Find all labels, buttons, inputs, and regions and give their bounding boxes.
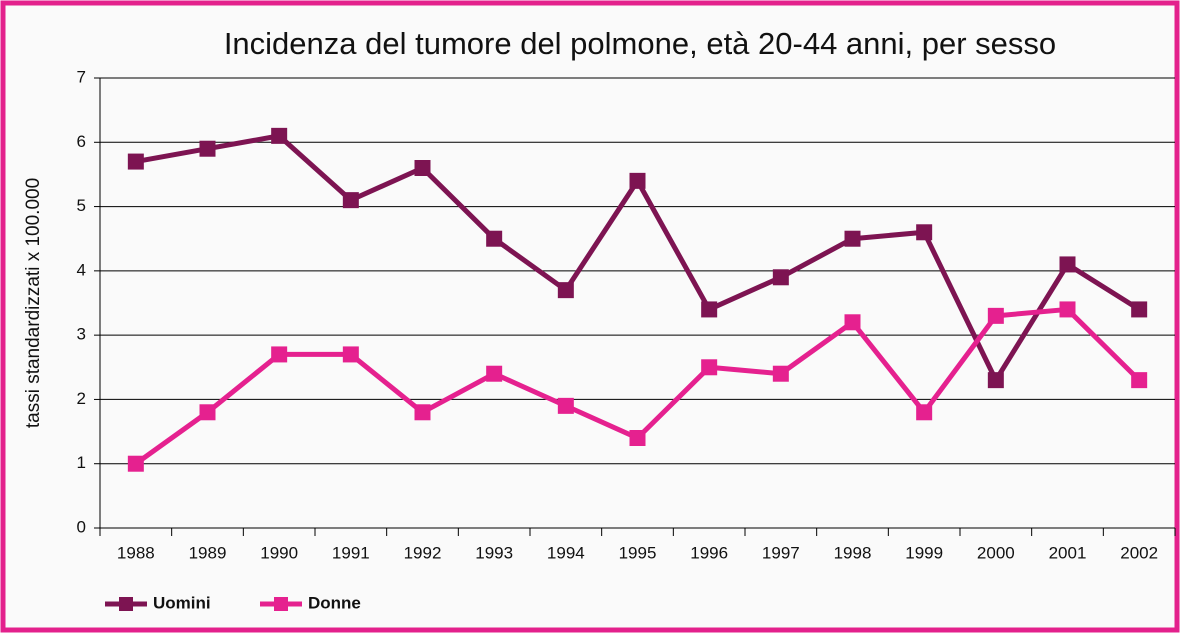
marker <box>414 160 431 176</box>
y-tick-label: 4 <box>77 260 86 279</box>
marker <box>414 404 431 421</box>
x-tick-label: 1998 <box>834 543 872 562</box>
x-tick-label: 1992 <box>404 543 442 562</box>
marker <box>557 397 574 414</box>
y-tick-label: 6 <box>77 132 86 151</box>
marker <box>1131 301 1148 318</box>
y-tick-label: 3 <box>77 325 86 344</box>
y-axis-label: tassi standardizzati x 100.000 <box>23 178 44 428</box>
legend-label: Uomini <box>153 593 211 612</box>
marker <box>199 404 216 421</box>
marker <box>127 153 144 170</box>
y-tick-label: 1 <box>77 453 86 472</box>
y-tick-label: 5 <box>77 196 86 215</box>
marker <box>916 224 933 241</box>
marker <box>342 346 359 363</box>
marker <box>844 314 861 331</box>
marker <box>844 230 861 247</box>
x-tick-label: 1995 <box>619 543 657 562</box>
marker <box>1059 301 1076 318</box>
x-tick-label: 1991 <box>332 543 370 562</box>
x-tick-label: 2002 <box>1120 543 1158 562</box>
marker <box>701 301 718 318</box>
x-tick-label: 1993 <box>475 543 513 562</box>
marker <box>987 307 1004 324</box>
legend-label: Donne <box>308 593 361 612</box>
marker <box>772 365 789 382</box>
marker <box>916 404 933 421</box>
legend-marker <box>274 597 288 611</box>
legend-marker <box>119 597 133 611</box>
marker <box>342 192 359 209</box>
marker <box>629 430 646 446</box>
marker <box>629 172 646 189</box>
x-tick-label: 1989 <box>189 543 227 562</box>
marker <box>557 282 574 299</box>
x-tick-label: 1994 <box>547 543 585 562</box>
marker <box>701 359 718 376</box>
x-tick-label: 1988 <box>117 543 155 562</box>
marker <box>486 365 503 382</box>
x-tick-label: 1990 <box>260 543 298 562</box>
y-tick-label: 7 <box>77 67 86 86</box>
marker <box>271 127 288 144</box>
y-tick-label: 0 <box>77 517 86 536</box>
x-tick-label: 1999 <box>905 543 943 562</box>
marker <box>987 372 1004 389</box>
x-tick-label: 2000 <box>977 543 1015 562</box>
marker <box>1131 372 1148 389</box>
marker <box>772 269 789 286</box>
marker <box>486 230 503 247</box>
y-tick-label: 2 <box>77 389 86 408</box>
marker <box>199 140 216 157</box>
chart-title: Incidenza del tumore del polmone, età 20… <box>224 26 1056 61</box>
marker <box>127 455 144 472</box>
x-tick-label: 2001 <box>1049 543 1087 562</box>
marker <box>1059 256 1076 273</box>
x-tick-label: 1997 <box>762 543 800 562</box>
marker <box>271 346 288 363</box>
x-tick-label: 1996 <box>690 543 728 562</box>
